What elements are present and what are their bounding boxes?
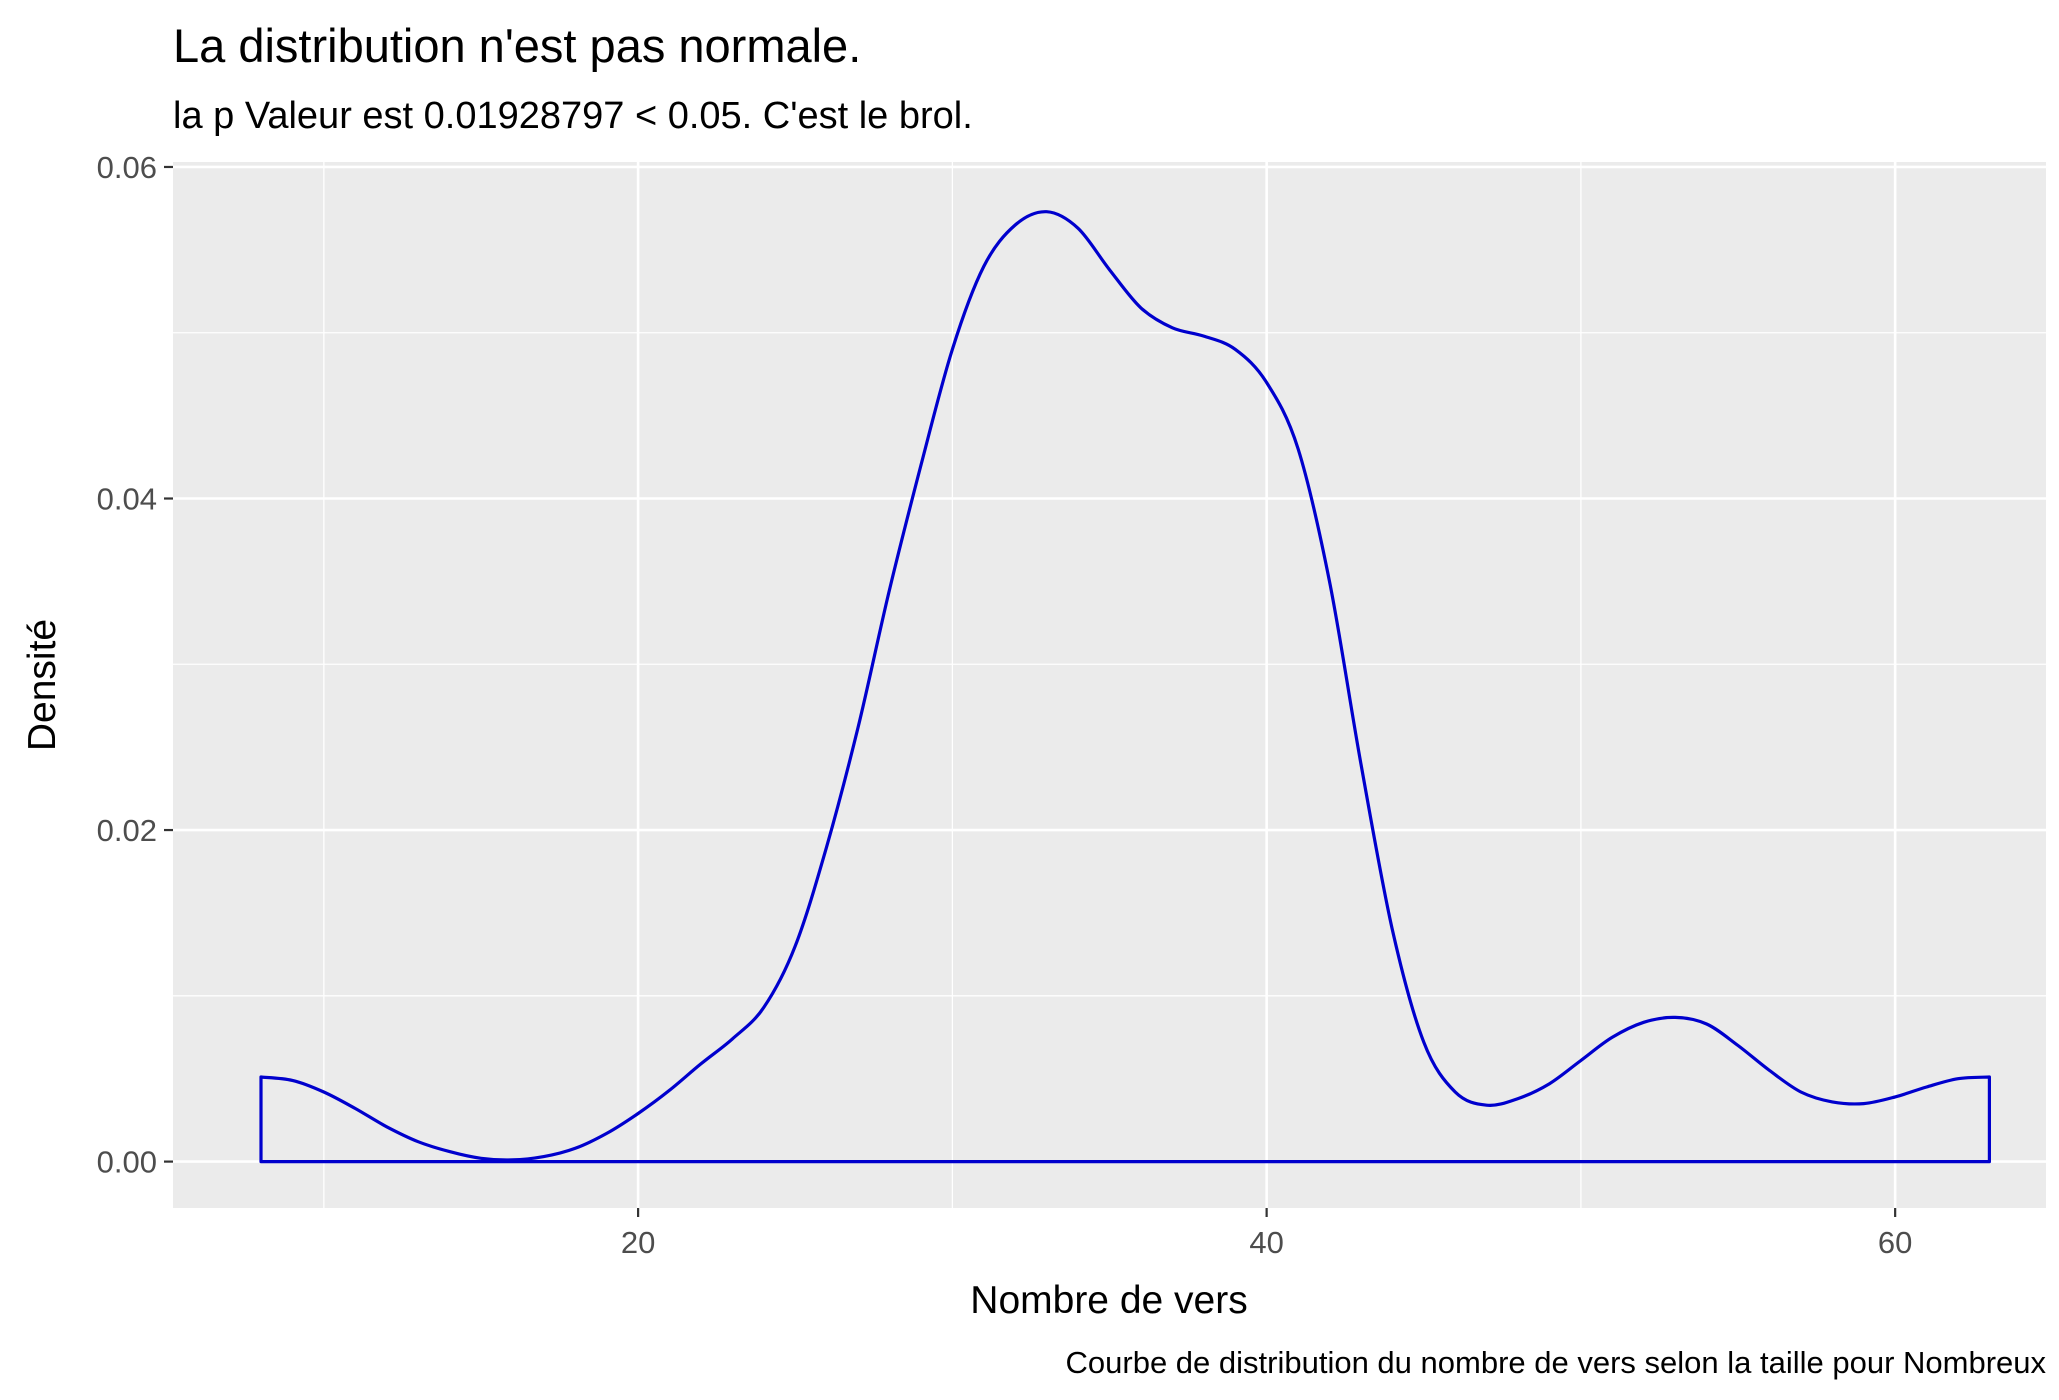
x-axis-label: Nombre de vers bbox=[970, 1279, 1247, 1322]
x-tick-label: 60 bbox=[1878, 1225, 1912, 1260]
density-curve bbox=[259, 210, 1991, 1164]
x-tick-label: 20 bbox=[621, 1225, 655, 1260]
chart-subtitle: la p Valeur est 0.01928797 < 0.05. C'est… bbox=[173, 95, 973, 137]
chart-title: La distribution n'est pas normale. bbox=[173, 19, 861, 72]
x-tick-label: 40 bbox=[1249, 1225, 1283, 1260]
chart-caption: Courbe de distribution du nombre de vers… bbox=[1066, 1345, 2047, 1380]
x-axis: 20 40 60 bbox=[621, 1208, 1912, 1260]
plot-panel bbox=[173, 162, 2046, 1208]
grid-minor bbox=[173, 162, 2046, 1208]
y-tick-label: 0.04 bbox=[97, 482, 157, 517]
y-axis: 0.00 0.02 0.04 0.06 bbox=[97, 150, 173, 1180]
y-tick-label: 0.02 bbox=[97, 813, 157, 848]
y-axis-label: Densité bbox=[21, 619, 64, 751]
y-tick-label: 0.06 bbox=[97, 150, 157, 185]
y-tick-label: 0.00 bbox=[97, 1145, 157, 1180]
